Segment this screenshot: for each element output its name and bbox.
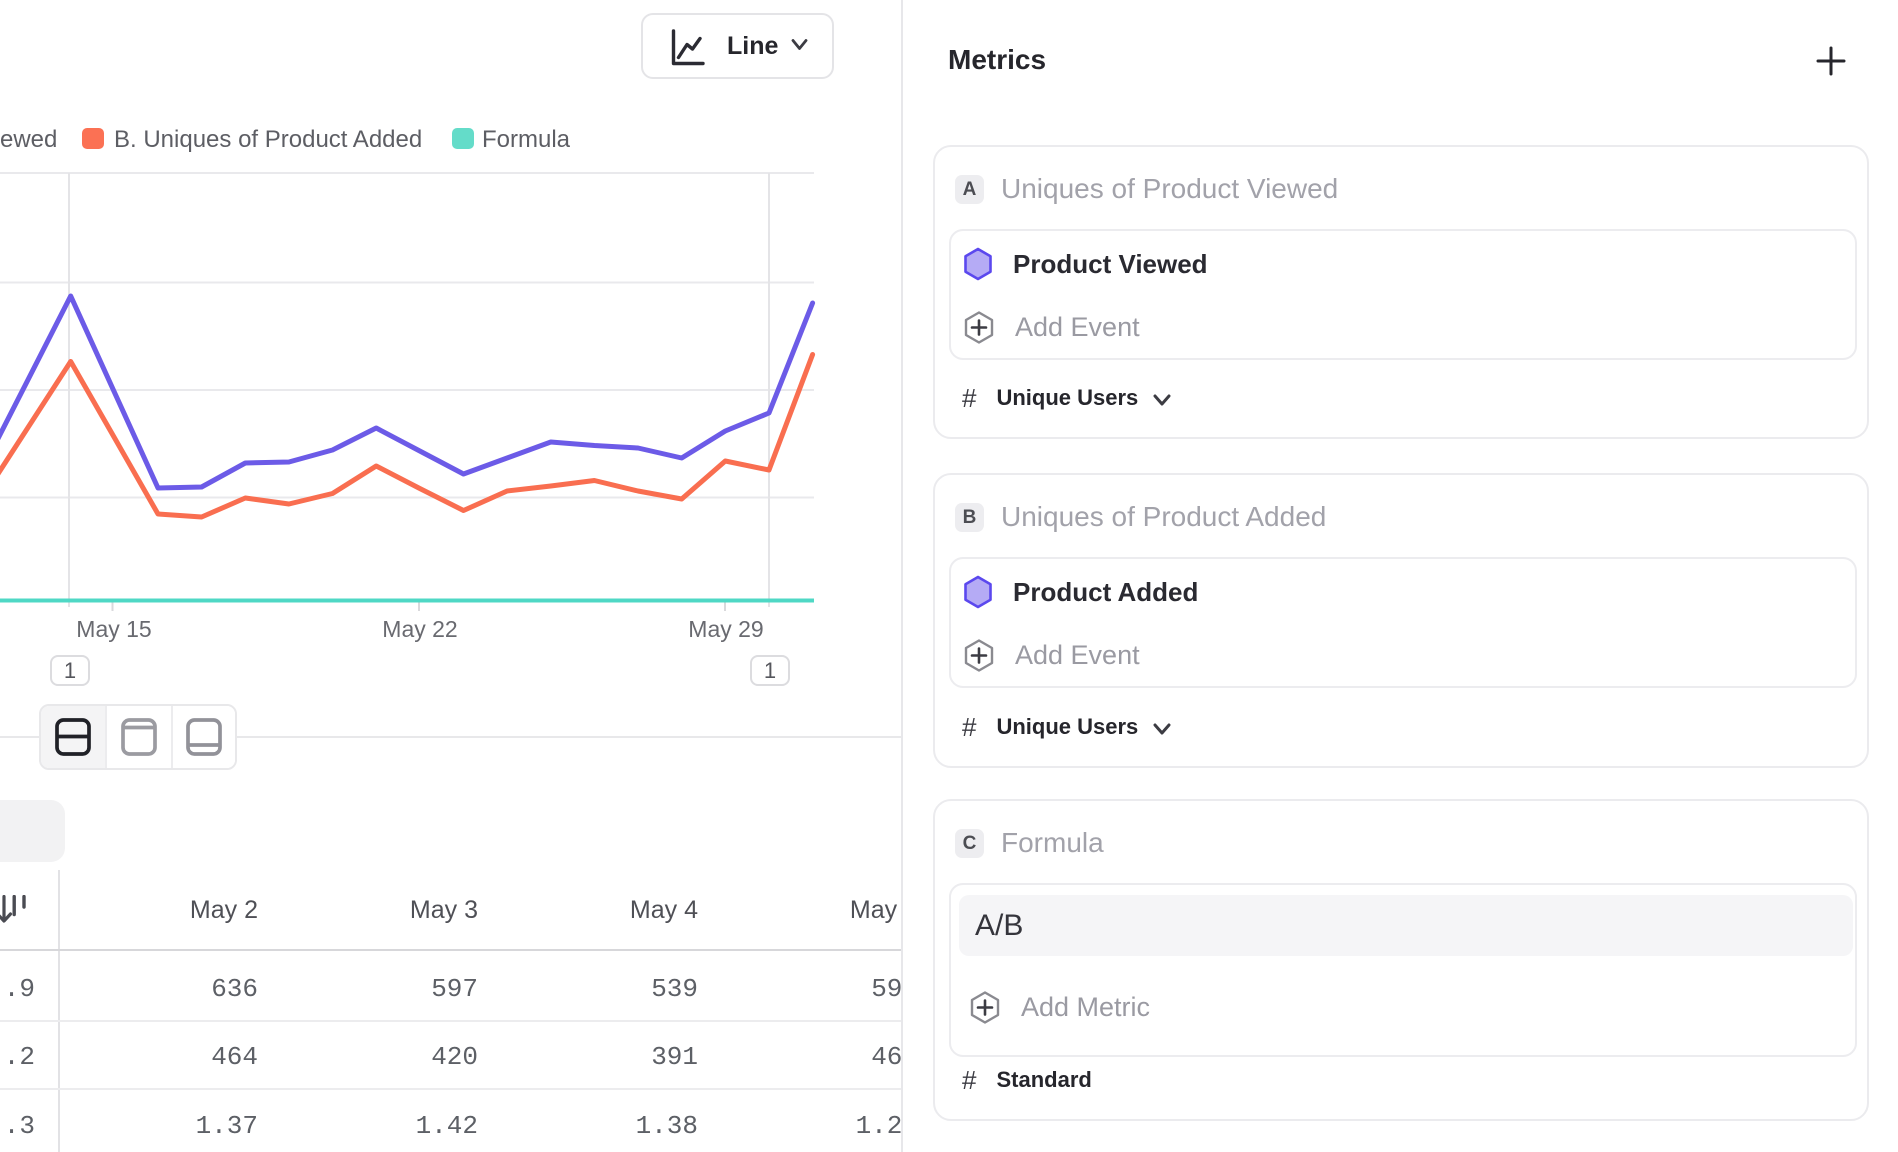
svg-text:May 29: May 29 <box>688 616 763 642</box>
svg-text:May 22: May 22 <box>382 616 457 642</box>
svg-text:May 15: May 15 <box>76 616 151 642</box>
